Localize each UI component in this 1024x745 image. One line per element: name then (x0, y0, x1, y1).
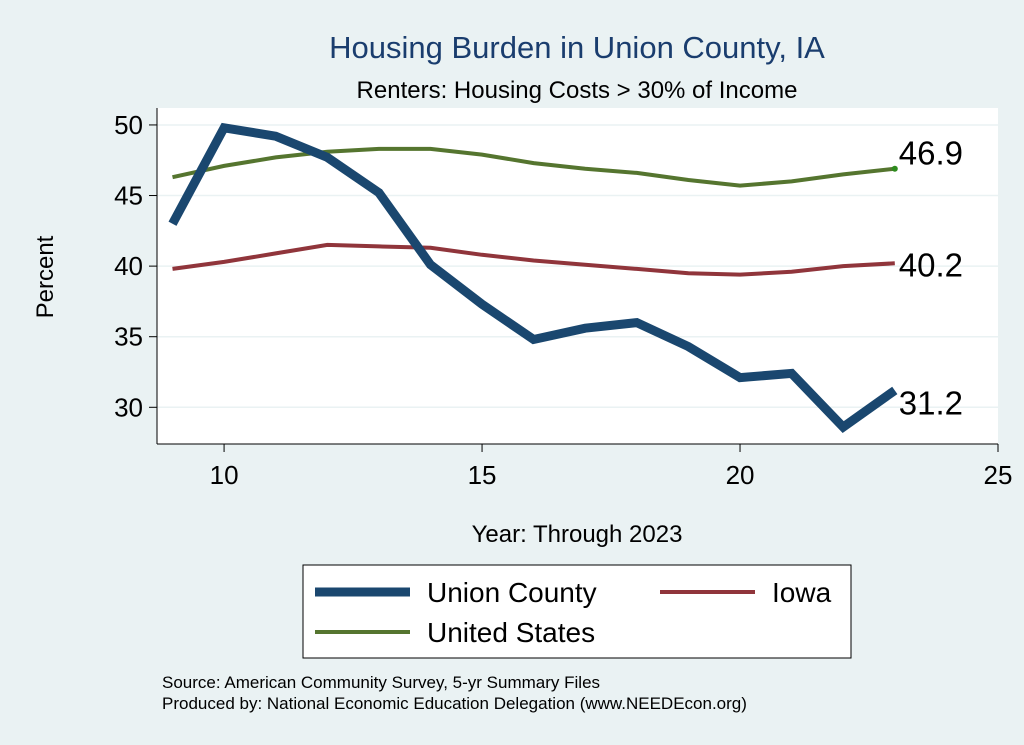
producer-note: Produced by: National Economic Education… (162, 694, 747, 713)
chart-subtitle: Renters: Housing Costs > 30% of Income (357, 77, 798, 104)
y-tick-label-40: 40 (114, 251, 143, 281)
x-axis-title: Year: Through 2023 (472, 521, 683, 548)
y-axis-title: Percent (32, 235, 59, 318)
y-tick-label-45: 45 (114, 181, 143, 211)
axes: 30 35 40 45 50 10 15 20 25 (114, 108, 1012, 490)
end-label-iowa: 40.2 (899, 246, 963, 283)
plot-area (157, 108, 998, 444)
end-label-union-county: 31.2 (899, 384, 963, 421)
legend-label-united-states: United States (427, 617, 595, 648)
legend-item-iowa: Iowa (660, 577, 832, 608)
legend-item-united-states: United States (315, 617, 595, 648)
legend-label-union-county: Union County (427, 577, 597, 608)
legend-box (302, 564, 852, 659)
series-group: 31.2 40.2 46.9 (168, 122, 963, 434)
y-tick-label-30: 30 (114, 392, 143, 422)
x-tick-label-25: 25 (984, 460, 1013, 490)
x-tick-label-10: 10 (210, 460, 239, 490)
y-tick-label-35: 35 (114, 322, 143, 352)
series-line-union-county (168, 122, 898, 434)
legend-item-union-county: Union County (315, 577, 597, 608)
series-line-united-states (172, 146, 896, 188)
series-line-iowa (172, 242, 895, 277)
end-label-united-states: 46.9 (899, 135, 963, 172)
y-tick-label-50: 50 (114, 110, 143, 140)
legend-label-iowa: Iowa (772, 577, 832, 608)
chart-title: Housing Burden in Union County, IA (329, 30, 825, 65)
x-tick-label-20: 20 (726, 460, 755, 490)
end-point-united-states (891, 165, 898, 172)
x-tick-label-15: 15 (468, 460, 497, 490)
source-note: Source: American Community Survey, 5-yr … (162, 673, 600, 692)
